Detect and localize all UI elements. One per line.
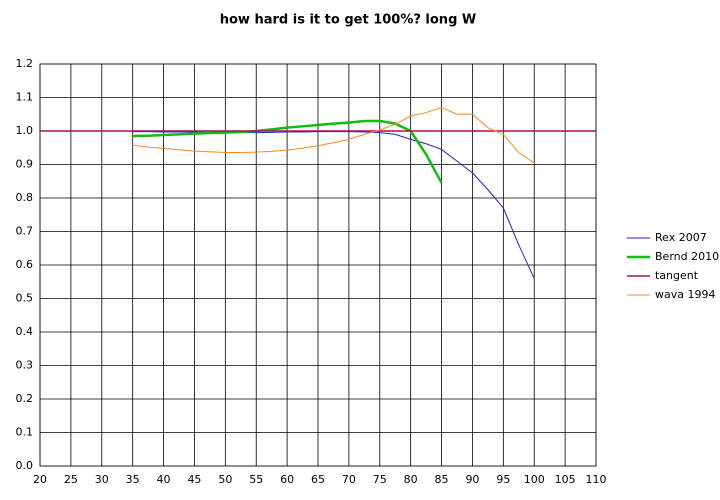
y-tick-label: 0.6 xyxy=(16,258,34,271)
chart-title: how hard is it to get 100%? long W xyxy=(220,13,476,28)
y-tick-label: 0.5 xyxy=(16,292,34,305)
x-tick-label: 30 xyxy=(95,473,109,486)
x-tick-label: 35 xyxy=(126,473,140,486)
x-tick-label: 50 xyxy=(218,473,232,486)
y-tick-label: 0.0 xyxy=(16,459,34,472)
y-tick-label: 1.0 xyxy=(16,124,34,137)
legend-label: Rex 2007 xyxy=(655,231,707,244)
x-tick-label: 65 xyxy=(311,473,325,486)
y-tick-label: 0.8 xyxy=(16,191,34,204)
y-tick-label: 1.1 xyxy=(16,91,34,104)
x-tick-label: 45 xyxy=(187,473,201,486)
x-tick-label: 100 xyxy=(524,473,545,486)
series-line xyxy=(132,107,535,164)
y-tick-label: 0.9 xyxy=(16,158,34,171)
x-tick-label: 110 xyxy=(586,473,607,486)
x-tick-label: 95 xyxy=(496,473,510,486)
x-tick-label: 105 xyxy=(555,473,576,486)
x-tick-label: 60 xyxy=(280,473,294,486)
x-tick-label: 75 xyxy=(373,473,387,486)
y-tick-label: 0.4 xyxy=(16,325,34,338)
y-tick-label: 0.2 xyxy=(16,392,34,405)
x-tick-label: 40 xyxy=(157,473,171,486)
x-tick-label: 20 xyxy=(33,473,47,486)
x-tick-label: 80 xyxy=(404,473,418,486)
x-tick-label: 25 xyxy=(64,473,78,486)
x-tick-label: 90 xyxy=(465,473,479,486)
y-tick-label: 0.1 xyxy=(16,426,34,439)
legend-label: wava 1994 xyxy=(655,288,715,301)
x-tick-label: 85 xyxy=(435,473,449,486)
x-tick-label: 55 xyxy=(249,473,263,486)
legend-label: Bernd 2010 xyxy=(655,250,719,263)
y-tick-label: 0.3 xyxy=(16,359,34,372)
y-tick-label: 0.7 xyxy=(16,225,34,238)
legend-label: tangent xyxy=(655,269,699,282)
series-line xyxy=(132,119,443,184)
y-tick-label: 1.2 xyxy=(16,57,34,70)
x-tick-label: 70 xyxy=(342,473,356,486)
